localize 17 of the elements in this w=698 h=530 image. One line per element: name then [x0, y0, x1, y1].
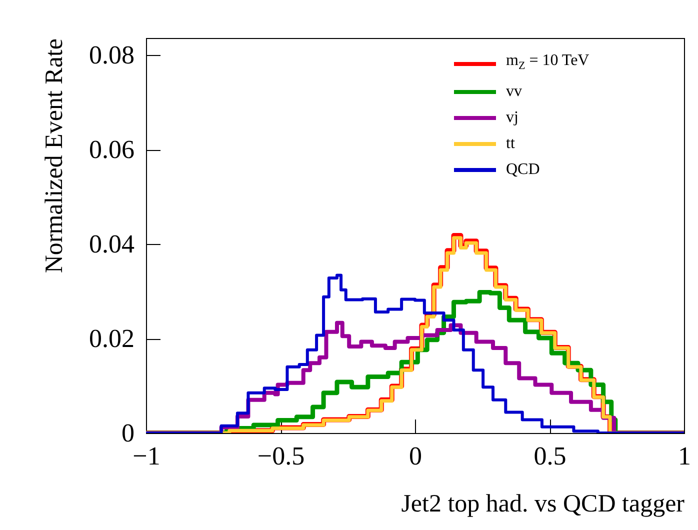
x-tick-label: 0 [409, 442, 422, 470]
legend-label: m$_{Z}$ = 10 TeV [506, 51, 590, 74]
x-tick-label: −0.5 [257, 442, 305, 470]
y-tick-label: 0.06 [89, 135, 134, 164]
legend-label: vj [506, 108, 518, 128]
x-axis-title: Jet2 top had. vs QCD tagger [401, 490, 686, 518]
x-tick-label: −1 [132, 442, 160, 470]
legend-label: tt [506, 134, 515, 154]
y-axis-title: Normalized Event Rate [41, 38, 68, 274]
y-tick-label: 0.08 [89, 40, 134, 70]
y-tick-label: 0 [122, 418, 134, 448]
y-tick-label: 0.04 [89, 230, 134, 259]
y-tick-label: 0.02 [89, 324, 134, 353]
legend-label: vv [506, 82, 522, 102]
legend-label: QCD [506, 160, 540, 180]
x-tick-label: 0.5 [534, 442, 566, 470]
x-tick-label: 1 [678, 442, 691, 470]
